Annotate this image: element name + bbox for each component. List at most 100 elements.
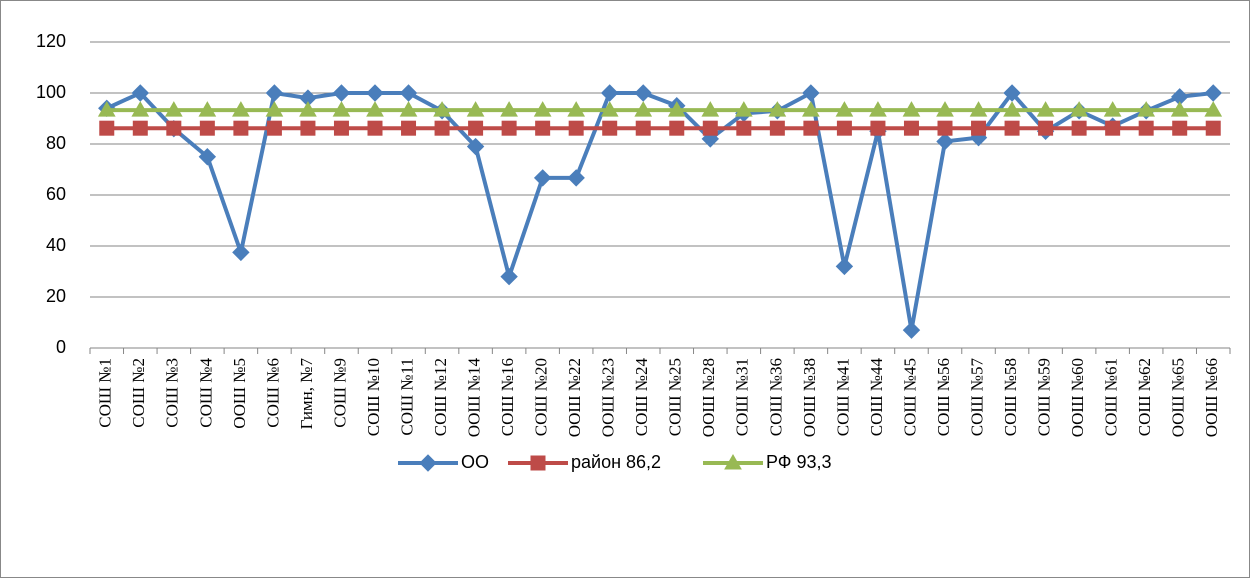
point — [602, 120, 618, 136]
point — [802, 101, 820, 117]
x-tick-label: СОШ №25 — [666, 358, 685, 436]
point — [736, 120, 752, 136]
y-tick-label: 80 — [46, 133, 66, 153]
y-tick-label: 60 — [46, 184, 66, 204]
point — [1138, 120, 1154, 136]
x-tick-label: СОШ №62 — [1135, 358, 1154, 436]
x-tick-label: СОШ №58 — [1001, 358, 1020, 436]
x-tick-label: ООШ №28 — [699, 358, 718, 437]
x-tick-label: СОШ №12 — [431, 358, 450, 436]
x-tick-label: СОШ №59 — [1034, 358, 1053, 436]
point — [971, 120, 987, 136]
x-tick-label: СОШ №44 — [867, 358, 886, 437]
point — [233, 120, 249, 136]
point — [366, 101, 384, 117]
x-tick-label: СОШ №9 — [330, 358, 349, 428]
point — [1172, 120, 1188, 136]
legend-label: район 86,2 — [571, 452, 661, 472]
point — [500, 101, 518, 117]
point — [634, 101, 653, 117]
series — [97, 101, 1223, 117]
x-tick-label: СОШ №10 — [364, 358, 383, 436]
point — [1036, 101, 1055, 117]
point — [702, 120, 718, 136]
point — [466, 101, 485, 117]
point — [803, 120, 819, 136]
point — [768, 101, 787, 117]
point — [1003, 101, 1021, 117]
x-tick-label: СОШ №41 — [833, 358, 852, 436]
point — [1004, 120, 1020, 136]
point — [1170, 101, 1189, 117]
point — [166, 120, 182, 136]
point — [567, 169, 585, 187]
legend-marker — [530, 455, 546, 471]
point — [903, 120, 919, 136]
point — [836, 120, 852, 136]
series — [99, 120, 1221, 136]
point — [1070, 101, 1088, 117]
x-tick-label: СОШ №3 — [163, 358, 182, 428]
point — [802, 84, 820, 102]
x-tick-label: ООШ №22 — [565, 358, 584, 437]
point — [501, 120, 517, 136]
point — [568, 120, 584, 136]
point — [969, 101, 988, 117]
y-tick-label: 40 — [46, 235, 66, 255]
point — [266, 120, 282, 136]
x-tick-label: ООШ №38 — [800, 358, 819, 437]
x-tick-label: СОШ №31 — [733, 358, 752, 436]
x-tick-label: СОШ №61 — [1102, 358, 1121, 436]
x-tick-label: СОШ №20 — [532, 358, 551, 436]
point — [669, 120, 685, 136]
point — [332, 84, 351, 102]
point — [1003, 84, 1021, 102]
point — [399, 84, 418, 102]
y-tick-label: 0 — [56, 337, 66, 357]
point — [333, 120, 349, 136]
point — [567, 101, 586, 117]
point — [701, 101, 720, 117]
point — [634, 84, 652, 102]
point — [835, 257, 854, 276]
point — [97, 101, 116, 117]
x-tick-label: ООШ №14 — [464, 358, 483, 438]
point — [131, 101, 150, 117]
point — [198, 148, 217, 166]
point — [199, 120, 215, 136]
legend-marker — [724, 453, 742, 470]
point — [937, 120, 953, 136]
x-tick-label: СОШ №6 — [263, 358, 282, 428]
point — [198, 101, 217, 117]
legend-label: ОО — [461, 452, 489, 472]
point — [769, 120, 785, 136]
point — [1105, 120, 1121, 136]
point — [869, 101, 887, 117]
point — [433, 101, 451, 117]
x-tick-label: ООШ №66 — [1202, 358, 1221, 437]
point — [299, 101, 317, 117]
y-tick-label: 120 — [36, 31, 66, 51]
point — [401, 120, 417, 136]
x-tick-label: СОШ №1 — [96, 358, 115, 428]
point — [1038, 120, 1054, 136]
x-tick-label: СОШ №24 — [632, 358, 651, 437]
point — [1071, 120, 1087, 136]
point — [300, 120, 316, 136]
legend-label: РФ 93,3 — [766, 452, 832, 472]
point — [265, 101, 284, 117]
point — [635, 120, 651, 136]
point — [132, 120, 148, 136]
point — [533, 101, 552, 117]
x-tick-label: СОШ №2 — [129, 358, 148, 428]
point — [1137, 101, 1156, 117]
x-tick-label: ООШ №5 — [230, 358, 249, 429]
point — [366, 84, 384, 102]
x-tick-label: СОШ №16 — [498, 358, 517, 436]
point — [131, 84, 150, 102]
x-tick-label: СОШ №56 — [934, 358, 953, 436]
legend-item: район 86,2 — [508, 452, 661, 472]
point — [399, 101, 418, 117]
point — [1103, 101, 1122, 117]
